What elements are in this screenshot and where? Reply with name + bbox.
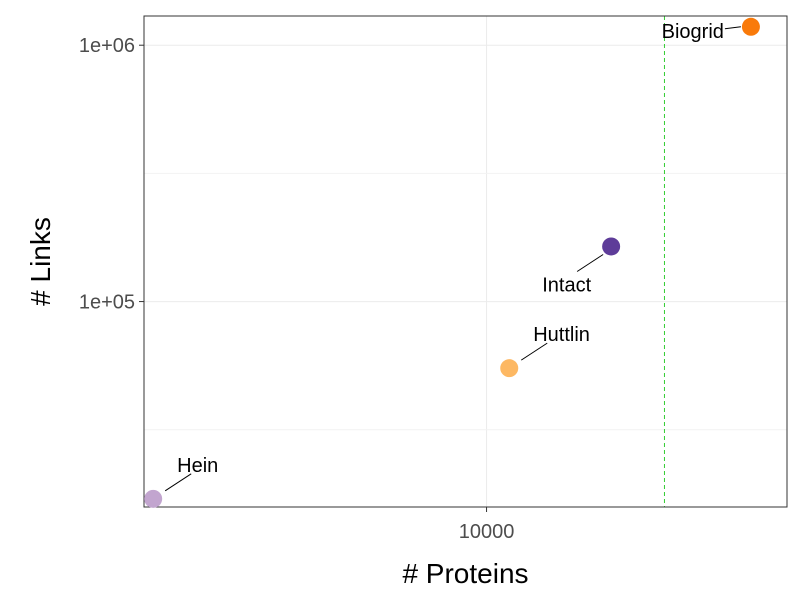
point-label: Biogrid [662,21,724,43]
leader-line [724,26,741,30]
y-tick-label: 1e+05 [79,292,135,314]
y-tick-label: 1e+06 [79,35,135,57]
x-axis-title: # Proteins [402,558,528,589]
point-label: Huttlin [533,324,590,346]
x-tick-label: 10000 [459,521,515,543]
data-points: Hein Huttlin Intact Biogrid [144,17,760,508]
point-label: Intact [542,274,591,296]
plot-panel-border [143,15,788,508]
leader-line [576,254,604,272]
leader-line [520,342,548,361]
y-axis-ticks: 1e+05 1e+06 [79,35,144,314]
point-label: Hein [177,455,218,477]
data-point [500,359,519,378]
grid [144,16,787,507]
data-point [602,237,621,256]
data-point [741,17,760,36]
x-axis-ticks: 10000 [459,507,515,543]
leader-line [164,473,192,492]
y-axis-title: # Links [25,217,56,306]
data-point [144,489,163,508]
